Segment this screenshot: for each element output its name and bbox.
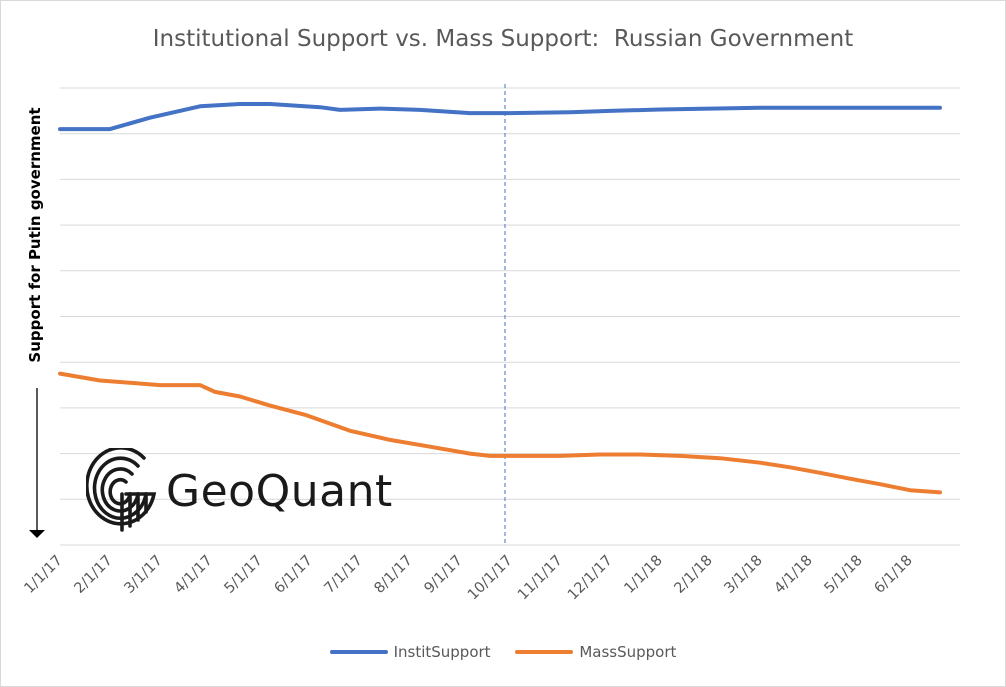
series-lines <box>58 102 942 495</box>
x-tick-label: 1/1/17 <box>22 553 66 597</box>
x-tick-labels: 1/1/17 2/1/17 3/1/17 4/1/17 5/1/17 6/1/17 7/1/… <box>22 553 916 604</box>
x-tick-label: 2/1/17 <box>72 553 116 597</box>
gridlines <box>60 87 960 500</box>
y-arrow <box>29 388 45 538</box>
x-tick-label: 3/1/17 <box>122 553 166 597</box>
x-tick-label: 4/1/18 <box>772 553 816 597</box>
x-tick-label: 5/1/18 <box>822 553 866 597</box>
geoquant-logo-icon <box>86 448 157 532</box>
series-line-instit <box>58 102 942 132</box>
arrow-head <box>29 530 45 538</box>
x-tick-label: 12/1/17 <box>565 553 616 604</box>
legend-item-mass: MassSupport <box>515 643 676 661</box>
x-tick-label: 10/1/17 <box>465 553 516 604</box>
legend-swatch-instit <box>329 650 388 654</box>
series-line-mass <box>58 371 942 495</box>
x-tick-label: 8/1/17 <box>372 553 416 597</box>
x-tick-label: 6/1/17 <box>272 553 316 597</box>
x-tick-label: 7/1/17 <box>322 553 366 597</box>
legend-label-mass: MassSupport <box>579 643 677 661</box>
x-tick-label: 4/1/17 <box>172 553 216 597</box>
legend-label-instit: InstitSupport <box>393 643 491 661</box>
x-tick-label: 9/1/17 <box>422 553 466 597</box>
legend-swatch-mass <box>515 650 574 654</box>
legend-item-instit: InstitSupport <box>329 643 491 661</box>
x-tick-label: 6/1/18 <box>872 553 916 597</box>
legend: InstitSupport MassSupport <box>0 640 1006 661</box>
x-tick-label: 3/1/18 <box>722 553 766 597</box>
x-tick-label: 2/1/18 <box>672 553 716 597</box>
x-tick-label: 1/1/18 <box>622 553 666 597</box>
chart-title: Institutional Support vs. Mass Support: … <box>152 26 854 52</box>
x-tick-label: 5/1/17 <box>222 553 266 597</box>
geoquant-logo: GeoQuant <box>86 448 393 534</box>
logo-text: GeoQuant <box>166 465 393 517</box>
x-tick-label: 11/1/17 <box>515 553 566 604</box>
